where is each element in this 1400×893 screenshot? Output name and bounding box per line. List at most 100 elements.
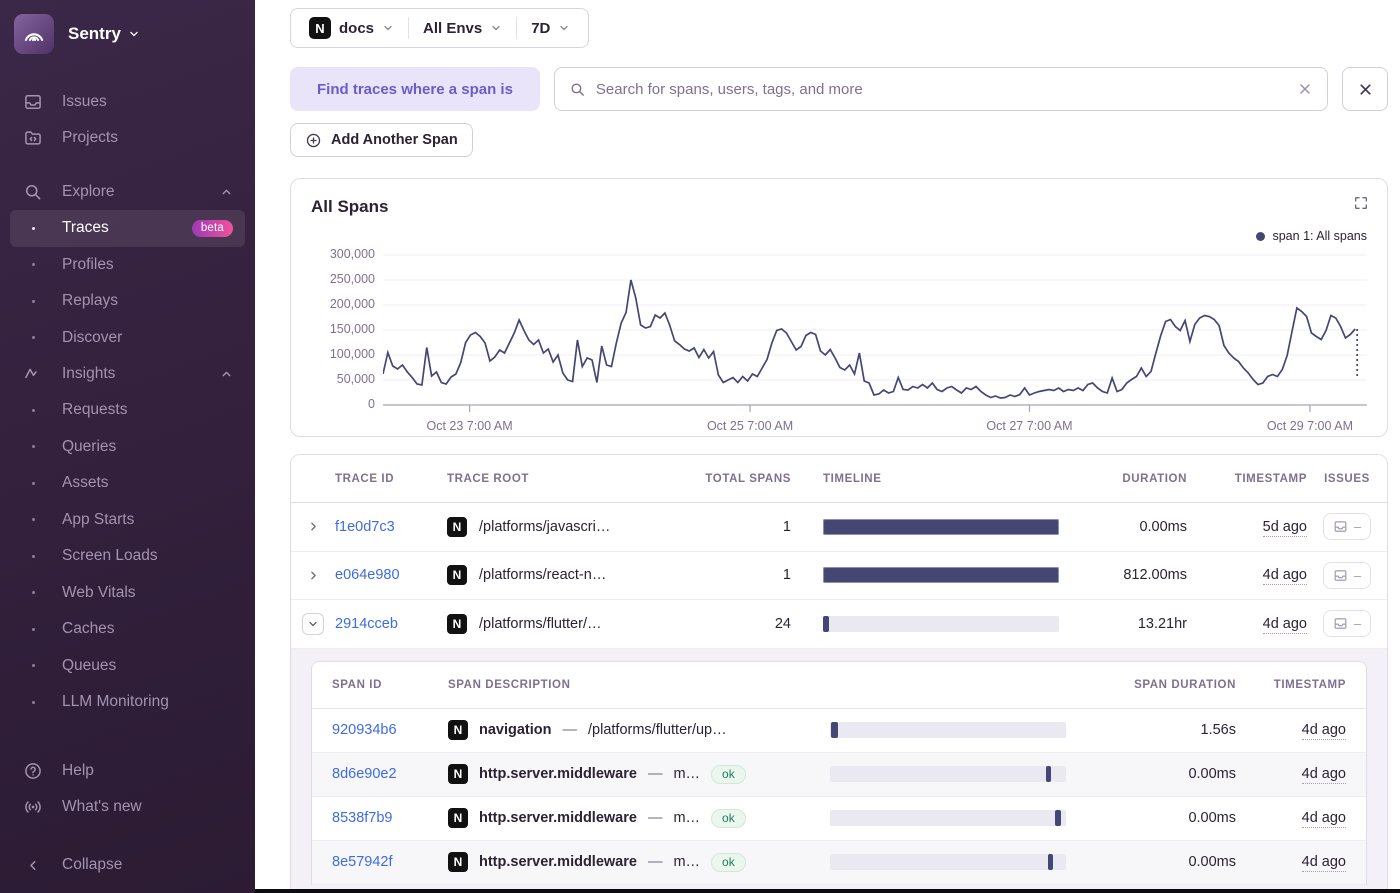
fullscreen-icon[interactable] xyxy=(1353,195,1369,211)
sidebar-item-discover[interactable]: Discover xyxy=(10,320,245,357)
sidebar-item-requests[interactable]: Requests xyxy=(10,392,245,429)
span-row: 8d6e90e2 N http.server.middleware — m… o… xyxy=(312,752,1366,797)
sidebar-item-traces[interactable]: Traces beta xyxy=(10,210,245,247)
sidebar-item-queries[interactable]: Queries xyxy=(10,429,245,466)
timeline-bar xyxy=(823,567,1059,584)
y-axis-tick-label: 50,000 xyxy=(336,372,375,386)
sidebar-item-app-starts[interactable]: App Starts xyxy=(10,502,245,539)
add-another-span-button[interactable]: Add Another Span xyxy=(290,123,473,157)
sidebar-item-issues[interactable]: Issues xyxy=(10,84,245,120)
duration-value: 0.00ms xyxy=(1139,518,1187,535)
sidebar-section-insights[interactable]: Insights xyxy=(10,356,245,392)
timestamp-value[interactable]: 4d ago xyxy=(1301,722,1346,740)
timestamp-value[interactable]: 5d ago xyxy=(1262,518,1307,537)
span-duration-value: 0.00ms xyxy=(1188,766,1236,782)
projects-icon xyxy=(22,128,44,148)
span-table: SPAN ID SPAN DESCRIPTION SPAN DURATION T… xyxy=(311,660,1367,885)
sidebar-item-label: Assets xyxy=(62,474,109,492)
sidebar-item-label: Web Vitals xyxy=(62,583,136,601)
sidebar-item-help[interactable]: Help xyxy=(10,753,245,789)
project-selector-label: docs xyxy=(339,19,375,37)
bullet-icon xyxy=(22,299,44,303)
col-header-total-spans: TOTAL SPANS xyxy=(705,472,791,485)
sidebar-section-explore[interactable]: Explore xyxy=(10,174,245,210)
sidebar-nav: Issues Projects Explore Traces xyxy=(0,84,255,883)
sidebar-item-queues[interactable]: Queues xyxy=(10,648,245,685)
dash-separator: — xyxy=(647,766,663,782)
close-span-row-button[interactable] xyxy=(1342,67,1388,111)
line-chart[interactable] xyxy=(383,245,1367,415)
issues-icon xyxy=(1334,569,1347,581)
span-id-link[interactable]: 8d6e90e2 xyxy=(332,766,397,782)
issues-none-dash: – xyxy=(1353,567,1362,583)
timeline-bar xyxy=(823,518,1059,535)
issues-chip[interactable]: – xyxy=(1322,561,1372,589)
y-axis-tick-label: 150,000 xyxy=(329,322,375,336)
issues-chip[interactable]: – xyxy=(1322,513,1372,541)
table-row: e064e980 N/platforms/react-n… 1 812.00ms… xyxy=(291,552,1387,600)
trace-id-link[interactable]: 2914cceb xyxy=(335,615,398,632)
chevron-down-icon xyxy=(130,31,138,37)
span-op-label: http.server.middleware xyxy=(479,854,637,870)
span-timeline-bar xyxy=(830,766,1066,782)
sidebar-section-label: Explore xyxy=(62,183,115,200)
timestamp-value[interactable]: 4d ago xyxy=(1262,567,1307,586)
date-range-selector[interactable]: 7D xyxy=(519,20,582,37)
sidebar-item-label: Profiles xyxy=(62,255,114,273)
timestamp-value[interactable]: 4d ago xyxy=(1262,615,1307,634)
timestamp-value[interactable]: 4d ago xyxy=(1301,854,1346,872)
org-name[interactable]: Sentry xyxy=(68,24,140,44)
expand-chevron-right-icon[interactable] xyxy=(291,520,335,533)
trace-id-link[interactable]: f1e0d7c3 xyxy=(335,518,395,535)
span-table-header-row: SPAN ID SPAN DESCRIPTION SPAN DURATION T… xyxy=(312,662,1366,709)
sidebar-item-caches[interactable]: Caches xyxy=(10,611,245,648)
sidebar-item-label: Collapse xyxy=(62,856,123,873)
span-desc-label: /platforms/flutter/up… xyxy=(588,722,727,738)
span-search-input[interactable] xyxy=(595,80,1287,98)
sidebar-item-whats-new[interactable]: What's new xyxy=(10,789,245,825)
nextjs-project-icon: N xyxy=(448,720,468,740)
duration-value: 812.00ms xyxy=(1123,567,1187,584)
x-axis-tick-label: Oct 23 7:00 AM xyxy=(426,419,513,433)
span-op-label: navigation xyxy=(479,722,552,738)
span-row: 920934b6 N navigation — /platforms/flutt… xyxy=(312,709,1366,753)
issues-chip[interactable]: – xyxy=(1322,610,1372,638)
sidebar-item-assets[interactable]: Assets xyxy=(10,465,245,502)
timestamp-value[interactable]: 4d ago xyxy=(1301,810,1346,828)
org-switcher[interactable]: Sentry xyxy=(0,14,255,54)
trace-id-link[interactable]: e064e980 xyxy=(335,567,400,584)
status-badge: ok xyxy=(711,808,746,828)
environment-selector[interactable]: All Envs xyxy=(411,20,514,37)
span-id-link[interactable]: 8e57942f xyxy=(332,854,393,870)
sidebar-item-replays[interactable]: Replays xyxy=(10,283,245,320)
span-id-link[interactable]: 8538f7b9 xyxy=(332,810,393,826)
span-timeline-bar xyxy=(830,810,1066,826)
find-traces-label[interactable]: Find traces where a span is xyxy=(290,67,540,111)
span-id-link[interactable]: 920934b6 xyxy=(332,722,397,738)
nextjs-project-icon: N xyxy=(447,516,467,537)
add-span-row: Add Another Span xyxy=(290,123,1388,157)
col-header-trace-root: TRACE ROOT xyxy=(447,472,530,485)
bullet-icon xyxy=(22,518,44,522)
sidebar-item-screen-loads[interactable]: Screen Loads xyxy=(10,538,245,575)
table-row: f1e0d7c3 N/platforms/javascri… 1 0.00ms … xyxy=(291,503,1387,552)
sidebar-collapse-button[interactable]: Collapse xyxy=(10,847,245,883)
trace-root-label: /platforms/react-n… xyxy=(479,567,607,584)
page-filter-bar: N docs All Envs 7D xyxy=(290,8,590,48)
sidebar-item-projects[interactable]: Projects xyxy=(10,120,245,156)
expand-chevron-right-icon[interactable] xyxy=(291,569,335,582)
search-icon xyxy=(22,182,44,202)
col-header-timestamp: TIMESTAMP xyxy=(1234,472,1307,485)
x-axis-tick-label: Oct 27 7:00 AM xyxy=(986,419,1073,433)
project-selector[interactable]: N docs xyxy=(297,17,406,39)
sidebar-item-llm-monitoring[interactable]: LLM Monitoring xyxy=(10,684,245,721)
sidebar-item-profiles[interactable]: Profiles xyxy=(10,247,245,284)
collapse-chevron-down-icon[interactable] xyxy=(302,612,324,635)
issues-none-dash: – xyxy=(1353,519,1362,535)
span-timeline-bar xyxy=(830,854,1066,870)
search-clear-icon[interactable] xyxy=(1297,81,1313,97)
sidebar-item-web-vitals[interactable]: Web Vitals xyxy=(10,575,245,612)
sidebar-item-label: App Starts xyxy=(62,510,135,528)
timestamp-value[interactable]: 4d ago xyxy=(1301,766,1346,784)
